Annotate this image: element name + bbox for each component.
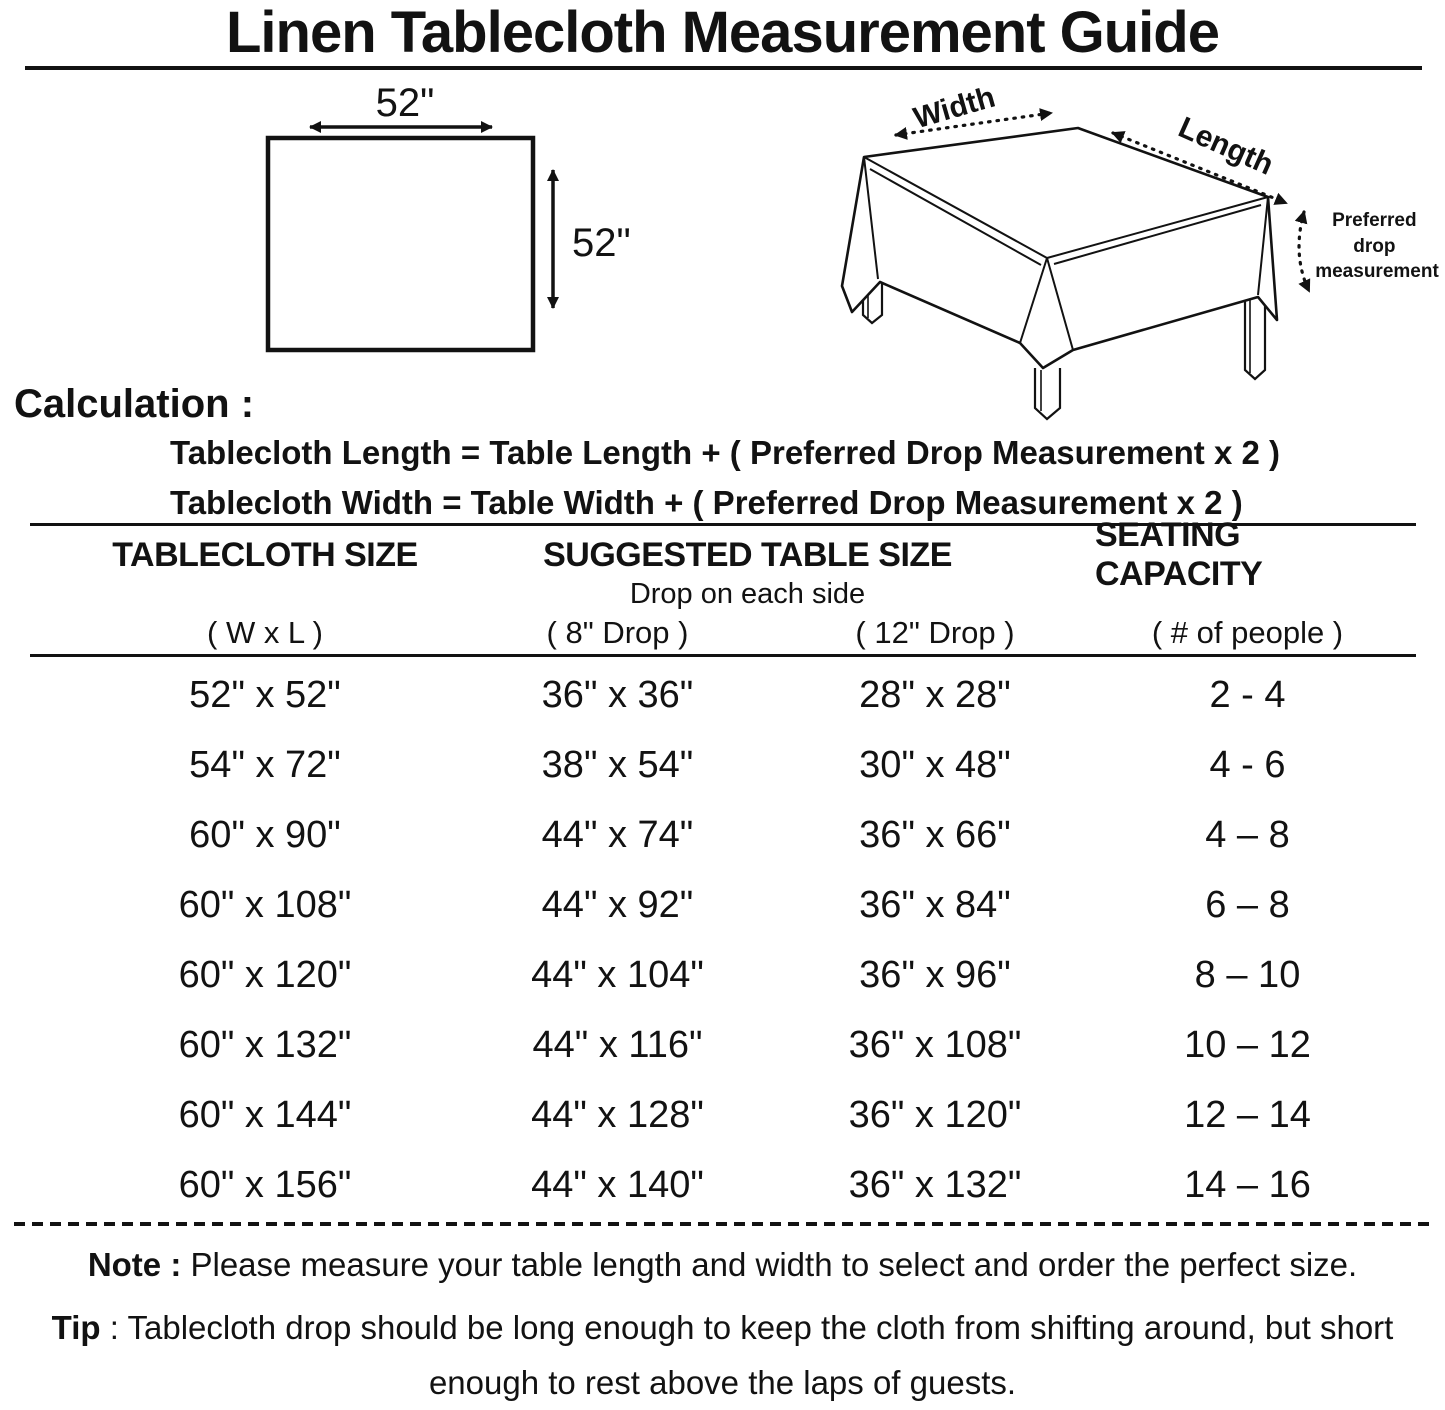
header-divider	[30, 654, 1416, 657]
drop-dotted-arrow-icon	[1294, 210, 1311, 293]
table-cell: 36" x 120"	[848, 1093, 1022, 1136]
drop-measurement-label: Preferred drop measurement	[1315, 210, 1439, 282]
table-cell: 44" x 104"	[531, 953, 704, 996]
table-cell: 44" x 92"	[541, 883, 694, 926]
table-cell: 36" x 108"	[848, 1023, 1022, 1066]
formula-length: Tablecloth Length = Table Length + ( Pre…	[170, 434, 1280, 471]
table-cell: 44" x 116"	[532, 1023, 703, 1066]
square-dimension-diagram: 52" 52"	[265, 81, 631, 353]
table-cell: 44" x 140"	[531, 1163, 704, 1206]
table-cell: 10 – 12	[1184, 1023, 1311, 1066]
header-tablecloth-size: TABLECLOTH SIZE	[112, 535, 418, 574]
table-cell: 60" x 90"	[189, 813, 341, 856]
table-cell: 60" x 108"	[178, 883, 352, 926]
tip-label: Tip	[51, 1309, 101, 1346]
length-dotted-arrow-icon	[1111, 131, 1288, 205]
tip-line: Tip : Tablecloth drop should be long eno…	[20, 1300, 1425, 1410]
table-cell: 60" x 144"	[178, 1093, 352, 1136]
header-drop-on-each-side: Drop on each side	[629, 577, 866, 610]
square-height-label: 52"	[572, 221, 631, 265]
table-cell: 4 – 8	[1205, 813, 1290, 856]
header-seating-capacity: SEATING CAPACITY	[1095, 516, 1263, 593]
table-illustration: Width Length Preferred drop measurement	[840, 81, 1439, 421]
note-label: Note :	[87, 1246, 182, 1283]
page-title: Linen Tablecloth Measurement Guide	[226, 0, 1220, 65]
calculation-formulas: Tablecloth Length = Table Length + ( Pre…	[170, 428, 1280, 528]
subheader-w-x-l: ( W x L )	[207, 615, 323, 650]
header-suggested-table-size: SUGGESTED TABLE SIZE	[543, 535, 952, 574]
table-cell: 38" x 54"	[541, 743, 694, 786]
table-cell: 4 - 6	[1209, 743, 1286, 786]
size-table-body: 52" x 52" 36" x 36" 28" x 28" 2 - 4 54" …	[0, 660, 1445, 1220]
tablecloth-shape	[840, 126, 1279, 370]
subheader-8-drop: ( 8" Drop )	[546, 615, 689, 650]
table-cell: 54" x 72"	[189, 743, 341, 786]
tip-colon: :	[109, 1309, 119, 1346]
subheader-people: ( # of people )	[1151, 615, 1344, 650]
table-cell: 60" x 156"	[178, 1163, 352, 1206]
table-cell: 44" x 128"	[531, 1093, 704, 1136]
table-cell: 14 – 16	[1184, 1163, 1311, 1206]
table-cell: 6 – 8	[1205, 883, 1290, 926]
table-cell: 60" x 132"	[178, 1023, 352, 1066]
table-cell: 36" x 96"	[859, 953, 1011, 996]
table-cell: 30" x 48"	[859, 743, 1011, 786]
table-cell: 8 – 10	[1194, 953, 1301, 996]
table-cell: 36" x 132"	[848, 1163, 1022, 1206]
subheader-12-drop: ( 12" Drop )	[855, 615, 1015, 650]
table-cell: 2 - 4	[1209, 673, 1286, 716]
dashed-divider	[14, 1222, 1432, 1226]
size-table-header: TABLECLOTH SIZE SUGGESTED TABLE SIZE SEA…	[0, 516, 1445, 654]
table-cell: 36" x 36"	[541, 673, 694, 716]
calculation-heading: Calculation :	[14, 382, 255, 426]
calculation-divider	[30, 523, 1416, 526]
table-cell: 12 – 14	[1184, 1093, 1311, 1136]
square-shape	[265, 135, 536, 353]
table-cell: 60" x 120"	[178, 953, 352, 996]
square-width-label: 52"	[376, 81, 435, 125]
table-cell: 28" x 28"	[859, 673, 1011, 716]
table-cell: 36" x 84"	[859, 883, 1011, 926]
note-line: Note : Please measure your table length …	[0, 1246, 1445, 1284]
tip-text: Tablecloth drop should be long enough to…	[127, 1309, 1394, 1401]
note-text: Please measure your table length and wid…	[190, 1246, 1358, 1283]
title-divider	[25, 66, 1422, 70]
width-dotted-arrow-icon	[894, 108, 1053, 140]
table-cell: 36" x 66"	[859, 813, 1011, 856]
formula-width: Tablecloth Width = Table Width + ( Prefe…	[170, 484, 1243, 521]
table-cell: 44" x 74"	[541, 813, 694, 856]
table-cell: 52" x 52"	[189, 673, 341, 716]
